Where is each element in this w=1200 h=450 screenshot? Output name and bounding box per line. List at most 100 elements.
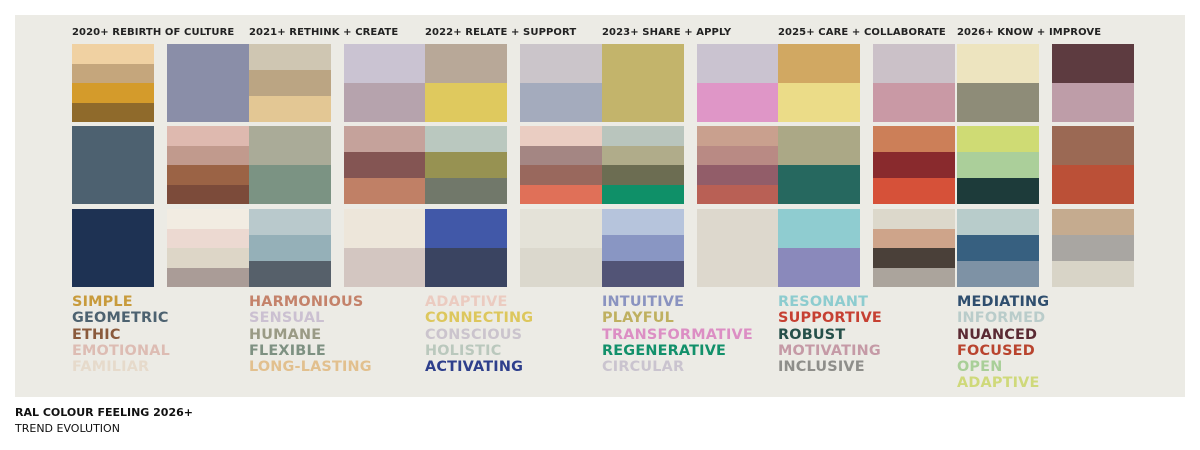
color-swatch (697, 126, 779, 146)
color-swatch (697, 83, 779, 122)
color-swatch (520, 44, 602, 83)
color-swatch (520, 209, 602, 248)
swatch-block (520, 126, 602, 204)
swatch-block (778, 44, 860, 122)
color-swatch (344, 248, 426, 287)
color-swatch (873, 178, 955, 204)
color-swatch (697, 145, 779, 165)
keyword: FLEXIBLE (249, 342, 326, 359)
swatch-block (1052, 44, 1134, 122)
color-swatch (1052, 165, 1134, 204)
color-swatch (167, 126, 249, 146)
color-swatch (344, 209, 426, 248)
swatch-block (249, 126, 331, 204)
color-swatch (425, 83, 507, 122)
keyword: MEDIATING (957, 294, 1050, 310)
color-swatch (167, 165, 249, 185)
color-swatch (602, 145, 684, 165)
swatch-block (697, 126, 779, 204)
color-swatch (873, 83, 955, 122)
swatch-block (425, 44, 507, 122)
color-swatch (72, 209, 154, 287)
swatch-block (425, 126, 507, 204)
color-swatch (249, 235, 331, 261)
color-swatch (167, 248, 249, 268)
color-swatch (697, 184, 779, 204)
keyword: REGENERATIVE (602, 342, 727, 359)
keyword-list: MEDIATING INFORMED NUANCED FOCUSED OPEN ADAPT… (957, 294, 1049, 392)
swatch-block (167, 44, 249, 122)
color-swatch (425, 178, 507, 204)
color-swatch (1052, 83, 1134, 122)
color-swatch (957, 126, 1039, 152)
color-swatch (344, 44, 426, 83)
keyword: HUMANE (249, 326, 322, 343)
color-swatch (957, 83, 1039, 122)
color-swatch (957, 44, 1039, 83)
swatch-block (425, 209, 507, 287)
column-title: 2021+ RETHINK + CREATE (249, 27, 399, 38)
color-swatch (873, 248, 955, 268)
color-swatch (425, 44, 507, 83)
color-swatch (778, 209, 860, 248)
keyword: LONG-LASTING (249, 359, 372, 376)
color-swatch (249, 209, 331, 235)
keyword: CIRCULAR (602, 359, 685, 376)
color-swatch (697, 44, 779, 83)
keyword: SIMPLE (72, 294, 133, 310)
color-swatch (873, 228, 955, 248)
column-title: 2026+ KNOW + IMPROVE (957, 27, 1102, 38)
color-swatch (602, 209, 684, 235)
keyword: PLAYFUL (602, 310, 674, 327)
color-swatch (425, 126, 507, 152)
keyword-list: ADAPTIVE CONNECTING CONSCIOUS HOLISTIC ACTIV… (425, 294, 533, 375)
color-swatch (1052, 235, 1134, 261)
keyword: INCLUSIVE (778, 359, 865, 376)
color-swatch (167, 44, 249, 122)
color-swatch (249, 261, 331, 287)
color-swatch (249, 96, 331, 122)
keyword: SUPPORTIVE (778, 310, 882, 327)
keyword: GEOMETRIC (72, 310, 169, 327)
swatch-block (167, 126, 249, 204)
color-swatch (167, 209, 249, 229)
keyword-list: RESONANT SUPPORTIVE ROBUST MOTIVATING INCLUS… (778, 294, 882, 375)
color-swatch (344, 152, 426, 178)
color-swatch (344, 126, 426, 152)
swatch-block (1052, 209, 1134, 287)
keyword: INTUITIVE (602, 294, 685, 310)
color-swatch (697, 165, 779, 185)
color-swatch (778, 44, 860, 83)
swatch-block (697, 209, 779, 287)
color-swatch (167, 145, 249, 165)
color-swatch (520, 145, 602, 165)
keyword: TRANSFORMATIVE (602, 326, 753, 343)
color-swatch (167, 228, 249, 248)
color-swatch (72, 83, 154, 103)
color-swatch (778, 83, 860, 122)
color-swatch (520, 83, 602, 122)
color-swatch (167, 267, 249, 287)
keyword: ACTIVATING (425, 359, 524, 376)
color-swatch (520, 184, 602, 204)
color-swatch (425, 248, 507, 287)
column-title: 2023+ SHARE + APPLY (602, 27, 732, 38)
swatch-block (778, 126, 860, 204)
column-title: 2020+ REBIRTH OF CULTURE (72, 27, 235, 38)
color-swatch (344, 83, 426, 122)
color-swatch (344, 178, 426, 204)
footer-subtitle: TREND EVOLUTION (15, 422, 120, 435)
palette-panel: 2020+ REBIRTH OF CULTURE SIMPLE GEOMETRIC E… (15, 15, 1185, 397)
keyword: CONNECTING (425, 310, 534, 327)
keyword: HARMONIOUS (249, 294, 364, 310)
color-swatch (520, 126, 602, 146)
swatch-block (72, 44, 154, 122)
swatch-block (957, 44, 1039, 122)
color-swatch (167, 184, 249, 204)
swatch-block (72, 126, 154, 204)
color-swatch (520, 248, 602, 287)
footer-title: RAL COLOUR FEELING 2026+ (15, 406, 193, 419)
swatch-block (602, 44, 684, 122)
keyword: ROBUST (778, 326, 846, 343)
color-swatch (778, 248, 860, 287)
